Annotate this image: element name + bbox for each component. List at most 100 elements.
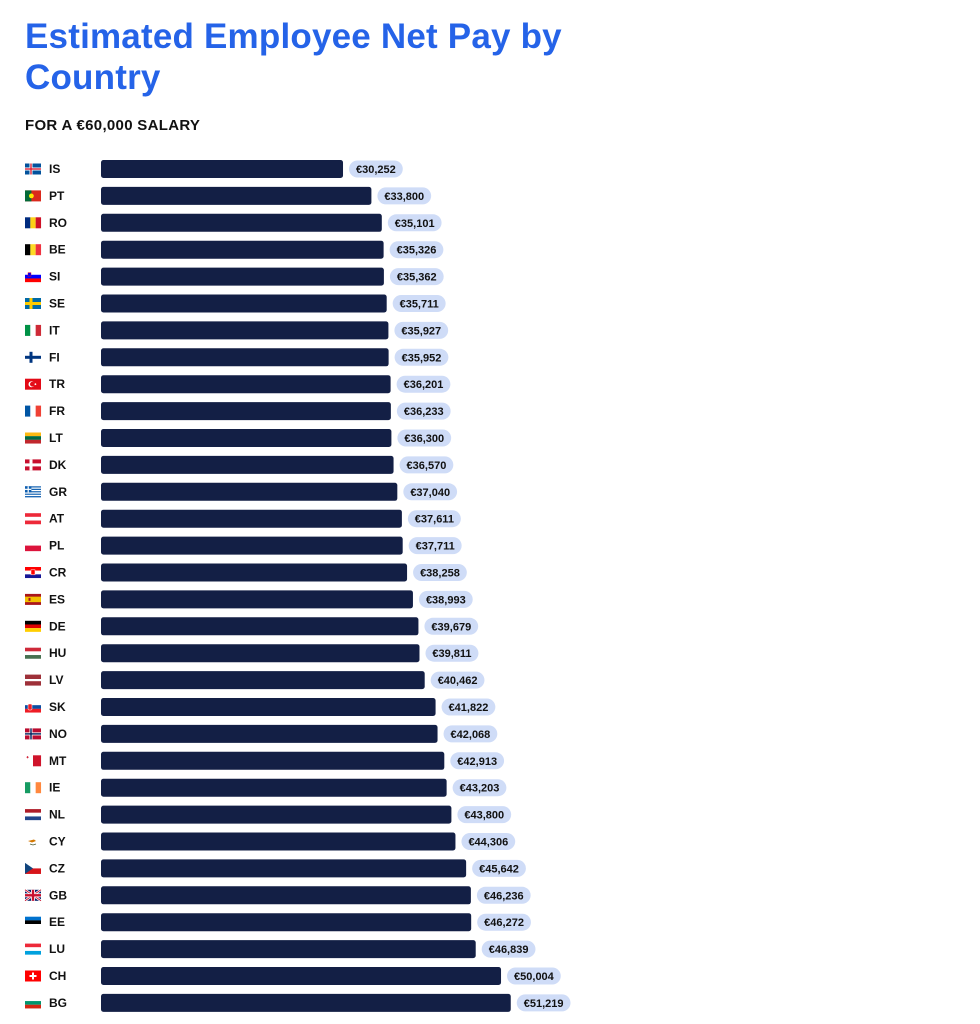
data-label: €35,952: [402, 352, 442, 364]
bar: [101, 967, 502, 985]
bar-row-sk: SK €41,822: [25, 698, 496, 716]
data-label: €38,258: [420, 568, 460, 580]
value-pill: [387, 214, 442, 232]
data-label: €51,219: [524, 998, 564, 1010]
category-label: IE: [49, 781, 60, 795]
italy-flag-icon: [25, 324, 42, 336]
bar: [101, 563, 408, 582]
bar: [101, 509, 402, 528]
category-label: BG: [49, 996, 67, 1010]
bar-row-hu: HU €39,811: [25, 644, 479, 663]
bar: [101, 402, 391, 421]
bar-row-pl: PL €37,711: [25, 536, 462, 555]
value-pill: [481, 940, 536, 958]
austria-flag-icon: [25, 513, 41, 525]
category-label: SE: [49, 297, 65, 311]
value-pill: [450, 752, 505, 770]
bar: [101, 321, 389, 340]
value-pill: [394, 321, 449, 339]
category-label: DE: [49, 619, 66, 633]
hungary-flag-icon: [25, 647, 41, 659]
slovenia-flag-icon: [25, 271, 41, 283]
bar-row-cr: CR €38,258: [25, 563, 467, 582]
france-flag-icon: [25, 405, 42, 417]
bar-row-fi: FI €35,952: [25, 348, 449, 367]
bar: [101, 160, 344, 178]
category-label: HU: [49, 646, 66, 660]
data-label: €40,462: [438, 675, 478, 687]
data-label: €50,004: [514, 971, 555, 983]
data-label: €46,839: [489, 944, 529, 956]
data-label: €37,611: [415, 514, 454, 526]
value-pill: [418, 590, 473, 608]
value-pill: [430, 671, 485, 689]
data-label: €36,201: [404, 379, 444, 391]
value-pill: [403, 483, 458, 501]
bar-row-gb: GB €46,236: [24, 886, 531, 905]
chart-subtitle: FOR A €60,000 SALARY: [25, 117, 201, 134]
value-pill: [457, 806, 512, 824]
value-pill: [407, 510, 461, 528]
bar-row-es: ES €38,993: [25, 590, 473, 609]
bar: [101, 940, 476, 959]
romania-flag-icon: [25, 217, 42, 229]
value-pill: [389, 241, 444, 259]
category-label: LU: [49, 942, 65, 956]
category-label: PT: [49, 189, 65, 203]
category-label: BE: [49, 243, 66, 257]
data-label: €36,233: [404, 406, 444, 418]
bar: [101, 375, 391, 394]
bar: [101, 240, 384, 259]
data-label: €39,811: [432, 648, 471, 660]
category-label: CH: [49, 969, 66, 983]
data-label: €38,993: [426, 594, 466, 606]
germany-flag-icon: [25, 620, 41, 632]
data-label: €35,101: [395, 218, 435, 230]
category-label: PL: [49, 539, 64, 553]
bar-row-pt: PT €33,800: [25, 186, 432, 205]
value-pill: [461, 833, 516, 850]
bar-row-de: DE €39,679: [25, 617, 479, 636]
bar-row-mt: MT €42,913: [25, 751, 505, 770]
bar: [101, 455, 394, 474]
category-label: LV: [49, 673, 63, 687]
bar-row-lt: LT €36,300: [25, 429, 452, 447]
bar-row-se: SE €35,711: [25, 294, 446, 313]
norway-flag-icon: [25, 728, 41, 740]
bulgaria-flag-icon: [25, 997, 41, 1009]
data-label: €44,306: [468, 837, 508, 849]
portugal-flag-icon: [25, 190, 41, 202]
category-label: TR: [49, 377, 65, 391]
bar: [101, 751, 445, 770]
bar: [101, 859, 467, 878]
data-label: €36,300: [404, 433, 444, 445]
value-pill: [399, 456, 454, 474]
lithuania-flag-icon: [25, 432, 41, 444]
value-pill: [477, 913, 531, 931]
bar: [101, 213, 382, 232]
bar: [101, 724, 438, 743]
value-pill: [452, 779, 507, 797]
bar-row-cz: CZ €45,642: [25, 859, 526, 878]
bar: [101, 886, 471, 905]
bar-row-gr: GR €37,040: [25, 482, 458, 501]
data-label: €37,040: [410, 487, 450, 499]
value-pill: [516, 994, 571, 1012]
turkey-flag-icon: [25, 378, 41, 390]
bar-row-bg: BG €51,219: [25, 993, 571, 1012]
luxembourg-flag-icon: [25, 943, 41, 955]
category-label: EE: [49, 915, 65, 929]
iceland-flag-icon: [25, 163, 41, 175]
bar-row-be: BE €35,326: [25, 240, 444, 259]
bar-row-lu: LU €46,839: [25, 940, 536, 959]
category-label: CR: [49, 566, 67, 580]
category-label: FI: [49, 350, 60, 364]
category-label: RO: [49, 216, 67, 230]
bar: [101, 294, 387, 313]
data-label: €35,711: [400, 299, 439, 311]
bar-row-ch: CH €50,004: [25, 967, 561, 985]
poland-flag-icon: [25, 540, 41, 552]
value-pill: [476, 886, 531, 904]
bar-row-dk: DK €36,570: [25, 455, 454, 474]
value-pill: [394, 348, 449, 366]
